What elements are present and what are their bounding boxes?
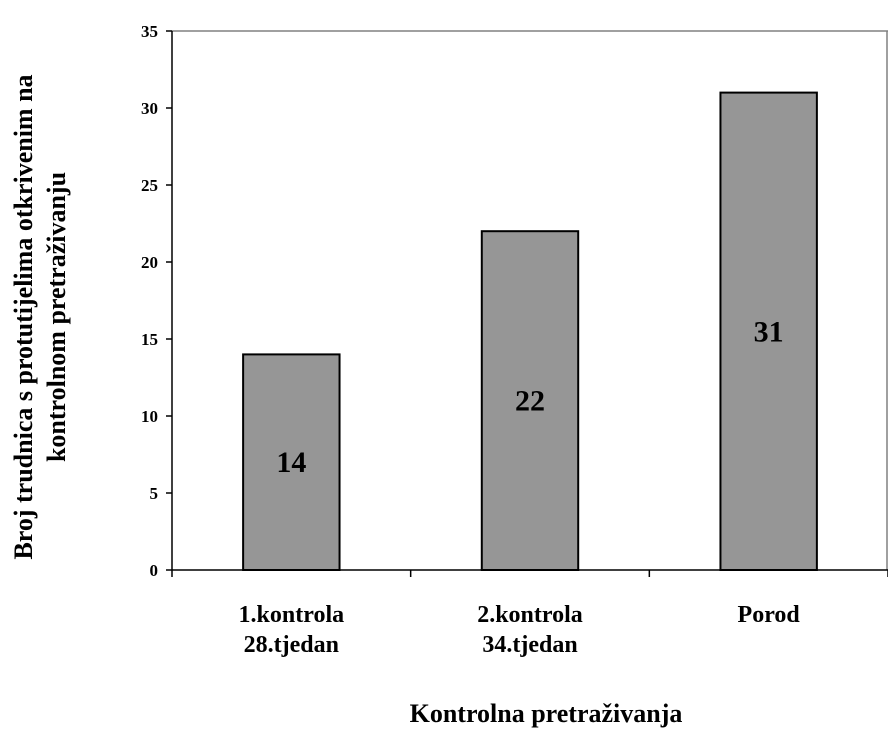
x-axis-title-text: Kontrolna pretraživanja	[410, 699, 683, 728]
bar-value-label: 22	[515, 385, 545, 418]
x-axis: 1.kontrola 28.tjedan 2.kontrola 34.tjedan Po…	[171, 569, 888, 658]
y-tick-label: 5	[150, 484, 159, 503]
bar	[719, 91, 818, 571]
bar-value-label: 31	[754, 315, 784, 348]
y-tick-label: 35	[141, 22, 158, 41]
x-axis-title: Kontrolna pretraživanja	[410, 699, 683, 728]
y-tick-label: 25	[141, 176, 158, 195]
bars: 14 22 31	[242, 91, 818, 571]
bar	[242, 353, 341, 571]
y-tick-label: 0	[150, 561, 159, 580]
y-axis-title: Broj trudnica s protutijelima otkrivenim…	[9, 74, 71, 559]
y-tick-label: 15	[141, 330, 158, 349]
bar	[480, 230, 580, 571]
x-category-label: 2.kontrola 34.tjedan	[477, 602, 583, 658]
y-axis: 0 5 10 15 20 25 30 35	[141, 22, 173, 580]
y-tick-label: 30	[141, 99, 158, 118]
y-tick-label: 10	[141, 407, 158, 426]
y-tick-label: 20	[141, 253, 158, 272]
x-category-label: 1.kontrola 28.tjedan	[239, 602, 345, 658]
y-axis-title-text: Broj trudnica s protutijelima otkrivenim…	[9, 74, 71, 559]
x-category-label: Porod	[738, 602, 801, 628]
bar-value-label: 14	[276, 446, 306, 479]
